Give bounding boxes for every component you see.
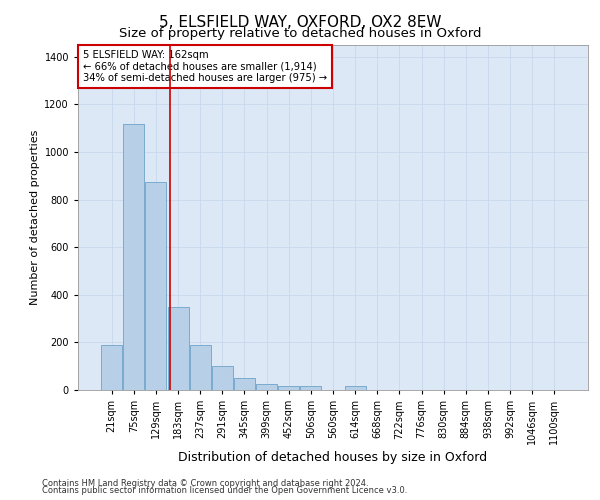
Bar	[212, 366, 233, 390]
Y-axis label: Number of detached properties: Number of detached properties	[30, 130, 40, 305]
Bar	[278, 386, 299, 390]
Text: 5, ELSFIELD WAY, OXFORD, OX2 8EW: 5, ELSFIELD WAY, OXFORD, OX2 8EW	[159, 15, 441, 30]
Bar	[256, 384, 277, 390]
Bar	[124, 124, 145, 390]
Text: Contains public sector information licensed under the Open Government Licence v3: Contains public sector information licen…	[42, 486, 407, 495]
Text: 5 ELSFIELD WAY: 162sqm
← 66% of detached houses are smaller (1,914)
34% of semi-: 5 ELSFIELD WAY: 162sqm ← 66% of detached…	[83, 50, 327, 84]
Text: Contains HM Land Registry data © Crown copyright and database right 2024.: Contains HM Land Registry data © Crown c…	[42, 478, 368, 488]
Text: Size of property relative to detached houses in Oxford: Size of property relative to detached ho…	[119, 28, 481, 40]
Bar	[301, 386, 322, 390]
Bar	[101, 345, 122, 390]
Bar	[167, 306, 188, 390]
X-axis label: Distribution of detached houses by size in Oxford: Distribution of detached houses by size …	[178, 451, 488, 464]
Bar	[344, 386, 365, 390]
Bar	[190, 345, 211, 390]
Bar	[234, 378, 255, 390]
Bar	[145, 182, 166, 390]
